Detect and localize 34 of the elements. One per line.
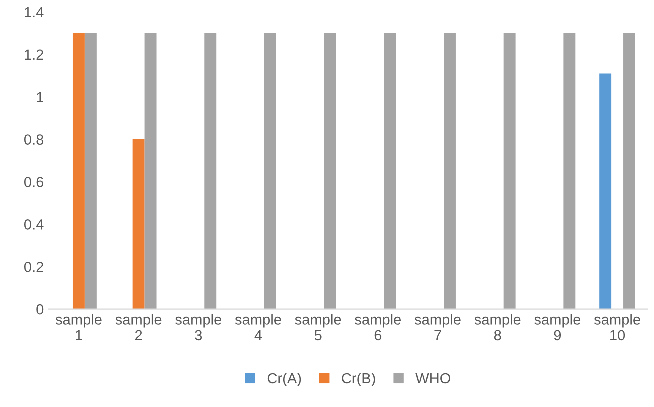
y-tick-label: 0.4: [24, 220, 44, 230]
bar: [144, 33, 157, 310]
x-tick-label: sample 5: [295, 314, 342, 341]
x-tick-label: sample 9: [534, 314, 581, 341]
y-tick-label: 1.4: [25, 7, 44, 18]
y-tick-label: 0.8: [24, 134, 44, 145]
bar: [324, 33, 336, 310]
y-tick-label: 0: [36, 304, 44, 315]
x-tick-label: sample 2: [116, 314, 162, 340]
x-tick-label: sample 1: [56, 314, 102, 340]
bar: [564, 33, 576, 310]
bar: [504, 33, 516, 310]
y-tick-label: 0.2: [24, 262, 44, 272]
bar: [600, 74, 612, 310]
x-tick-label: sample 8: [474, 314, 521, 341]
bar: [132, 140, 145, 310]
y-tick-label: 0.6: [24, 177, 44, 188]
bar: [264, 33, 276, 310]
bar: [84, 33, 97, 310]
x-tick-label: sample 7: [414, 314, 461, 340]
bar: [624, 33, 636, 310]
bar: [444, 33, 456, 310]
x-tick-label: sample 6: [355, 314, 402, 341]
legend-label: Cr(B): [342, 372, 376, 387]
x-tick-label: sample 4: [235, 314, 282, 340]
x-tick-label: sample 10: [594, 314, 640, 341]
y-tick-label: 1: [37, 92, 44, 102]
legend-label: Cr(A): [268, 372, 302, 387]
x-tick-label: sample 3: [176, 314, 222, 341]
bar: [72, 33, 85, 310]
legend-label: WHO: [416, 373, 451, 384]
bar: [204, 33, 217, 310]
y-tick-label: 1.2: [25, 50, 44, 60]
bar: [384, 33, 396, 310]
